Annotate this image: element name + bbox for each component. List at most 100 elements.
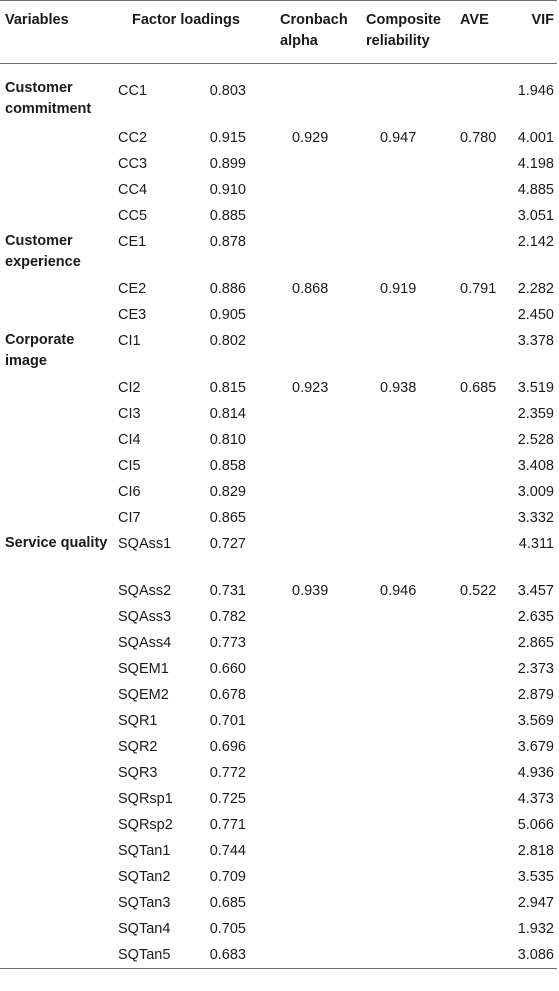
table-row: CI4 0.810 2.528 (0, 427, 557, 453)
composite-reliability (366, 64, 460, 126)
item-code: CI6 (118, 484, 141, 500)
ave-value: 0.685 (460, 380, 497, 396)
composite-reliability (366, 838, 460, 864)
variable-name (0, 177, 118, 203)
vif-value: 3.569 (517, 713, 554, 729)
cronbach-alpha (248, 302, 366, 328)
header-ave: AVE (460, 12, 489, 28)
variable-name (0, 864, 118, 890)
table-row: CC2 0.915 0.929 0.947 0.780 4.001 (0, 125, 557, 151)
vif-value: 2.359 (517, 406, 554, 422)
factor-loading: 0.744 (209, 843, 246, 859)
variable-name (0, 401, 118, 427)
table-row: CI5 0.858 3.408 (0, 453, 557, 479)
cronbach-alpha (248, 453, 366, 479)
header-composite-reliability: Composite reliability (366, 12, 441, 49)
table-row: SQTan2 0.709 3.535 (0, 864, 557, 890)
table-row: CC4 0.910 4.885 (0, 177, 557, 203)
cronbach-alpha (248, 177, 366, 203)
composite-reliability (366, 890, 460, 916)
vif-value: 2.528 (517, 432, 554, 448)
ave-value (460, 302, 510, 328)
variable-name (0, 760, 118, 786)
ave-value (460, 453, 510, 479)
vif-value: 1.946 (517, 83, 554, 99)
vif-value: 2.865 (517, 635, 554, 651)
variable-name (0, 890, 118, 916)
cronbach-alpha (248, 916, 366, 942)
ave-value (460, 604, 510, 630)
vif-value: 3.457 (517, 583, 554, 599)
variable-name (0, 578, 118, 604)
composite-reliability (366, 229, 460, 276)
factor-loading: 0.802 (209, 333, 246, 349)
table-row: SQRsp2 0.771 5.066 (0, 812, 557, 838)
variable-name (0, 682, 118, 708)
composite-reliability (366, 177, 460, 203)
ave-value (460, 64, 510, 126)
composite-reliability (366, 302, 460, 328)
composite-reliability (366, 453, 460, 479)
ave-value (460, 630, 510, 656)
variable-name (0, 812, 118, 838)
variable-name (0, 151, 118, 177)
vif-value: 4.936 (517, 765, 554, 781)
factor-loading: 0.685 (209, 895, 246, 911)
cronbach-alpha (248, 401, 366, 427)
table-body: Customer commitment CC1 0.803 1.946 CC2 0.915… (0, 64, 557, 969)
item-code: CI4 (118, 432, 141, 448)
vif-value: 3.408 (517, 458, 554, 474)
ave-value: 0.780 (460, 130, 497, 146)
variable-name: Customer commitment (5, 80, 92, 117)
cronbach-alpha (248, 531, 366, 578)
ave-value (460, 328, 510, 375)
cronbach-alpha (248, 942, 366, 969)
table-row: SQEM2 0.678 2.879 (0, 682, 557, 708)
cronbach-alpha (248, 479, 366, 505)
item-code: SQEM1 (118, 661, 169, 677)
cronbach-alpha (248, 708, 366, 734)
composite-reliability (366, 328, 460, 375)
vif-value: 4.311 (518, 536, 554, 552)
table-row: SQR2 0.696 3.679 (0, 734, 557, 760)
variable-name (0, 276, 118, 302)
composite-reliability (366, 151, 460, 177)
composite-reliability (366, 864, 460, 890)
factor-loading: 0.905 (209, 307, 246, 323)
vif-value: 2.635 (517, 609, 554, 625)
cronbach-alpha (248, 505, 366, 531)
cronbach-alpha (248, 229, 366, 276)
vif-value: 3.519 (517, 380, 554, 396)
ave-value (460, 812, 510, 838)
ave-value (460, 916, 510, 942)
cronbach-alpha (248, 812, 366, 838)
vif-value: 2.282 (517, 281, 554, 297)
ave-value (460, 734, 510, 760)
table-row: SQTan3 0.685 2.947 (0, 890, 557, 916)
cronbach-alpha (248, 604, 366, 630)
ave-value (460, 656, 510, 682)
vif-value: 4.001 (517, 130, 554, 146)
variable-name (0, 708, 118, 734)
item-code: SQAss3 (118, 609, 172, 625)
composite-reliability (366, 656, 460, 682)
item-code: SQTan3 (118, 895, 171, 911)
variable-name (0, 942, 118, 969)
cronbach-alpha: 0.939 (292, 583, 329, 599)
vif-value: 2.947 (517, 895, 554, 911)
factor-loading: 0.709 (209, 869, 246, 885)
vif-value: 2.450 (517, 307, 554, 323)
ave-value (460, 203, 510, 229)
cronbach-alpha (248, 328, 366, 375)
vif-value: 4.885 (517, 182, 554, 198)
table-row: CI6 0.829 3.009 (0, 479, 557, 505)
table-row: SQR1 0.701 3.569 (0, 708, 557, 734)
table-row: Corporate image CI1 0.802 3.378 (0, 328, 557, 375)
item-code: CC3 (118, 156, 148, 172)
cronbach-alpha (248, 64, 366, 126)
variable-name (0, 427, 118, 453)
table-row: CC3 0.899 4.198 (0, 151, 557, 177)
item-code: CE3 (118, 307, 147, 323)
variable-name (0, 604, 118, 630)
cronbach-alpha (248, 760, 366, 786)
